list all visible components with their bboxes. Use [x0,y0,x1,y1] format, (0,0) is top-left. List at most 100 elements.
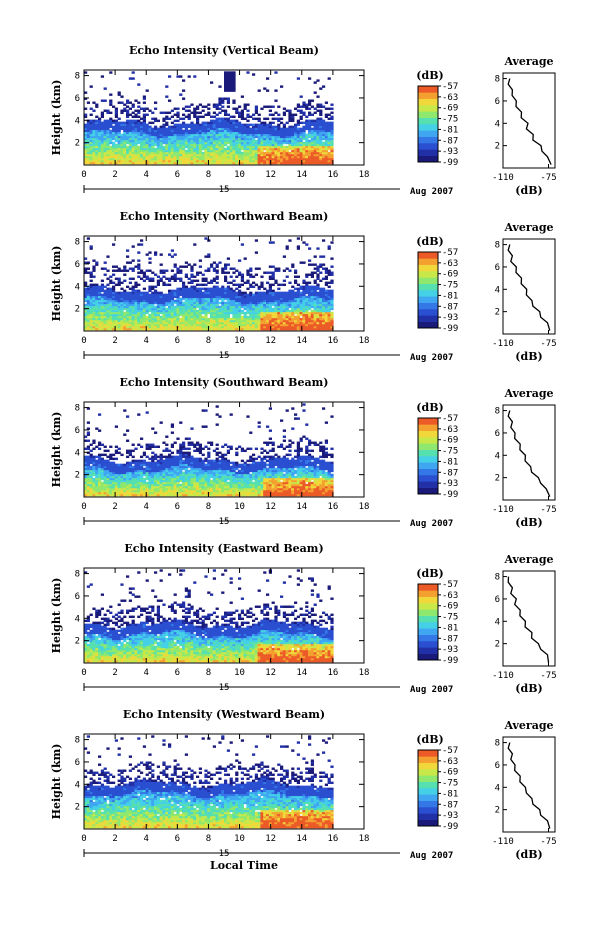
heat-cell [226,153,230,157]
heat-cell [238,149,242,153]
heat-cell [299,311,303,315]
heat-cell [327,123,331,127]
heat-cell [296,305,300,309]
heat-cell [190,135,194,139]
heat-cell [184,315,188,319]
heat-cell [112,457,116,461]
heat-cell [322,299,326,303]
heat-cell [184,135,188,139]
heat-cell [126,471,130,475]
heat-cell [327,305,331,309]
heat-cell [123,323,127,327]
heat-cell [260,125,264,129]
heat-cell [126,485,130,489]
heat-cell [271,309,275,313]
heat-cell [137,151,141,155]
heat-cell [274,303,278,307]
heat-cell [86,459,90,463]
heat-cell [319,125,323,129]
heat-cell [198,289,202,293]
heat-cell [324,101,328,104]
heat-cell [120,293,124,297]
heat-cell [184,323,188,327]
heat-cell [140,127,144,131]
heat-cell [103,473,107,477]
heat-cell [271,155,275,159]
heat-cell [126,311,130,315]
heat-cell [327,247,331,250]
heat-cell [103,139,107,143]
heat-cell [131,285,135,289]
heat-cell [254,307,258,311]
heat-cell [215,309,219,313]
heat-cell [316,287,320,291]
heat-cell [229,293,233,297]
heat-cell [291,311,295,315]
heat-cell [148,147,152,151]
heat-cell [313,311,317,315]
heat-cell [109,321,113,325]
heat-cell [92,327,96,331]
heat-cell [165,301,169,305]
heat-cell [103,477,107,481]
heat-cell [114,473,118,477]
heat-cell [106,127,110,131]
heat-cell [305,161,309,165]
heat-cell [316,143,320,147]
heat-cell [187,299,191,303]
heat-cell [193,287,197,291]
heat-cell [128,261,132,264]
heat-cell [302,111,306,114]
heat-cell [263,155,267,159]
heat-cell [268,131,272,135]
heat-cell [313,255,317,258]
heat-cell [89,489,93,493]
heat-cell [201,161,205,165]
average-y-tick-label: 4 [495,119,500,129]
heat-cell [268,305,272,309]
heat-cell [103,479,107,483]
heat-cell [218,125,222,129]
heat-cell [106,319,110,323]
heat-cell [330,115,334,119]
heat-cell [98,121,102,125]
heat-cell [156,161,160,165]
heat-cell [277,299,281,303]
heat-cell [84,71,88,74]
heat-cell [224,121,228,125]
heat-cell [207,139,211,143]
heat-cell [302,135,306,139]
heat-cell [89,149,93,153]
heat-cell [249,267,253,270]
heat-cell [196,301,200,305]
heat-cell [173,265,177,268]
heat-cell [128,133,132,137]
heat-cell [257,159,261,163]
heat-cell [302,307,306,311]
heat-cell [282,139,286,143]
heat-cell [271,265,275,268]
heat-cell [128,469,132,473]
heat-cell [179,149,183,153]
heat-cell [98,441,102,444]
heat-cell [296,245,300,248]
heat-cell [117,481,121,485]
heat-cell [282,135,286,139]
heat-cell [154,251,158,254]
heat-cell [313,319,317,323]
heat-cell [263,315,267,319]
heat-cell [324,161,328,165]
heat-cell [95,303,99,307]
heat-cell [238,123,242,127]
heat-cell [302,301,306,305]
heat-cell [89,311,93,315]
heat-cell [182,155,186,159]
heat-cell [240,153,244,157]
heat-cell [224,83,228,86]
heat-cell [252,303,256,307]
heat-cell [266,105,270,108]
heat-cell [280,159,284,163]
heat-cell [218,127,222,131]
heat-cell [294,145,298,149]
heat-cell [322,141,326,145]
